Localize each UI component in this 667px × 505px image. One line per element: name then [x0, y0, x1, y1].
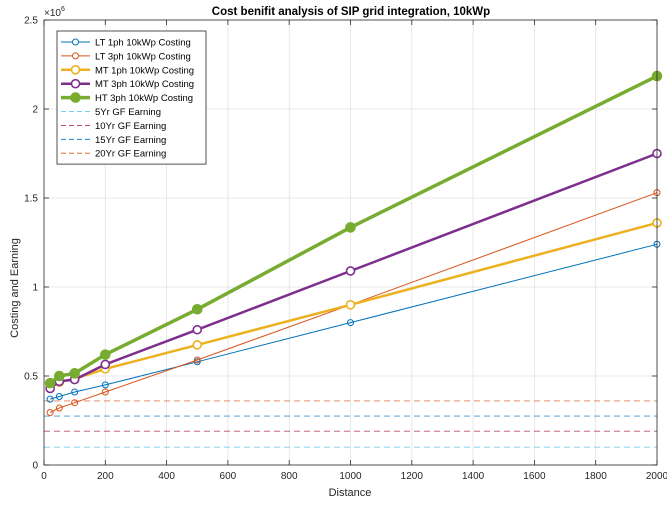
legend-marker-ht-3ph-10kwp-costing — [70, 92, 81, 103]
data-point-lt-1ph-10kwp-costing — [46, 395, 54, 403]
legend-label-mt-3ph-10kwp-costing: MT 3ph 10kWp Costing — [95, 79, 194, 90]
x-tick-label: 1400 — [462, 471, 485, 482]
legend-label-15yr-gf-earning: 15Yr GF Earning — [95, 135, 166, 146]
legend-label-5yr-gf-earning: 5Yr GF Earning — [95, 107, 161, 118]
data-point-lt-3ph-10kwp-costing — [55, 404, 63, 412]
chart-title: Cost benifit analysis of SIP grid integr… — [212, 6, 490, 18]
x-tick-label: 0 — [41, 471, 47, 482]
data-point-mt-3ph-10kwp-costing — [345, 266, 356, 276]
data-point-lt-3ph-10kwp-costing — [193, 356, 201, 364]
x-tick-labels: 0 200 400 600 800 1000 1200 1400 1600 1800 2000 — [41, 471, 667, 482]
x-tick-label: 1000 — [339, 471, 362, 482]
y-tick-label: 0 — [32, 461, 38, 472]
data-point-lt-1ph-10kwp-costing — [71, 388, 79, 396]
legend-marker-mt-3ph-10kwp-costing — [70, 78, 81, 89]
y-tick-label: 2.5 — [24, 16, 38, 27]
y-tick-label: 2 — [32, 105, 38, 116]
x-tick-label: 200 — [97, 471, 114, 482]
legend-label-ht-3ph-10kwp-costing: HT 3ph 10kWp Costing — [95, 93, 193, 104]
legend-label-20yr-gf-earning: 20Yr GF Earning — [95, 149, 166, 160]
grid-lines — [44, 20, 657, 465]
data-point-ht-3ph-10kwp-costing — [54, 370, 65, 382]
axis-ticks — [43, 19, 658, 466]
legend-box — [56, 30, 207, 165]
legend-marker-lt-1ph-10kwp-costing — [72, 38, 79, 46]
legend-label-lt-1ph-10kwp-costing: LT 1ph 10kWp Costing — [95, 38, 191, 49]
x-tick-label: 600 — [220, 471, 237, 482]
data-point-ht-3ph-10kwp-costing — [100, 349, 111, 360]
x-axis-label: Distance — [329, 487, 372, 499]
data-point-ht-3ph-10kwp-costing — [44, 377, 56, 389]
x-tick-label: 1200 — [401, 471, 424, 482]
earning-lines — [44, 400, 657, 448]
data-point-mt-3ph-10kwp-costing — [100, 359, 111, 370]
y-tick-label: 0.5 — [24, 372, 38, 383]
data-point-ht-3ph-10kwp-costing — [69, 368, 80, 379]
x-tick-label: 800 — [281, 471, 298, 482]
y-tick-label: 1 — [32, 283, 38, 294]
x-tick-label: 1600 — [523, 471, 546, 482]
y-tick-labels: 0 0.5 1 1.5 2 2.5 — [24, 16, 38, 472]
data-point-mt-1ph-10kwp-costing — [345, 299, 356, 310]
data-point-mt-1ph-10kwp-costing — [192, 340, 203, 350]
data-point-lt-1ph-10kwp-costing — [347, 319, 354, 327]
legend-label-lt-3ph-10kwp-costing: LT 3ph 10kWp Costing — [95, 51, 191, 62]
data-point-mt-3ph-10kwp-costing — [192, 324, 203, 335]
data-point-lt-1ph-10kwp-costing — [55, 392, 63, 400]
data-point-lt-1ph-10kwp-costing — [101, 381, 109, 389]
x-tick-label: 1800 — [585, 471, 608, 482]
data-point-lt-3ph-10kwp-costing — [71, 399, 79, 407]
legend: LT 1ph 10kWp Costing LT 3ph 10kWp Costing… — [56, 30, 207, 165]
data-point-ht-3ph-10kwp-costing — [191, 303, 203, 315]
legend-label-mt-1ph-10kwp-costing: MT 1ph 10kWp Costing — [95, 65, 194, 76]
x-tick-label: 400 — [158, 471, 175, 482]
y-tick-label: 1.5 — [24, 194, 38, 205]
data-point-ht-3ph-10kwp-costing — [345, 222, 356, 233]
y-exponent-power: 6 — [61, 6, 65, 13]
y-exponent-base: ×10 — [44, 8, 61, 19]
legend-marker-mt-1ph-10kwp-costing — [70, 65, 81, 75]
y-axis-label: Costing and Earning — [9, 238, 21, 338]
data-point-lt-3ph-10kwp-costing — [101, 388, 109, 396]
legend-label-10yr-gf-earning: 10Yr GF Earning — [95, 121, 166, 132]
cost-series — [44, 70, 663, 416]
x-tick-label: 2000 — [646, 471, 667, 482]
data-point-lt-3ph-10kwp-costing — [46, 408, 54, 416]
series-line-lt-1ph-10kwp-costing — [49, 243, 658, 400]
legend-marker-lt-3ph-10kwp-costing — [72, 52, 79, 60]
